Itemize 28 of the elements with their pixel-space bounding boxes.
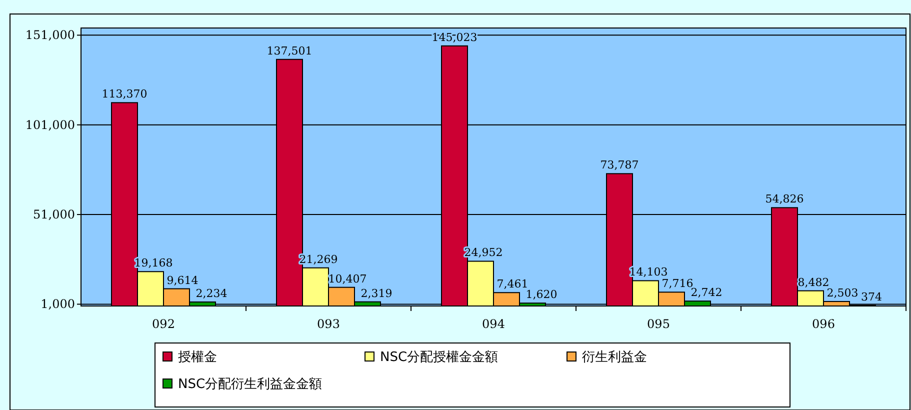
legend-label: NSC分配衍生利益金金額 [178, 377, 322, 392]
x-tick-label: 094 [482, 317, 506, 331]
data-label: 137,501 [266, 44, 312, 58]
data-label: 9,614 [166, 274, 198, 287]
x-tick-label: 095 [647, 317, 670, 331]
data-label: 7,716 [662, 277, 694, 290]
x-tick-label: 093 [317, 317, 340, 331]
data-label: 54,826 [765, 192, 804, 206]
data-label: 7,461 [496, 278, 528, 291]
data-label: 73,787 [600, 158, 639, 172]
data-label: 2,742 [690, 286, 722, 300]
x-tick-label: 096 [812, 317, 835, 331]
y-tick-label: 1,000 [40, 297, 75, 312]
data-label: 374 [861, 290, 882, 304]
legend-label: 授權金 [178, 350, 217, 365]
data-label: 10,407 [328, 272, 367, 286]
x-tick-label: 092 [152, 317, 175, 331]
legend-label: 衍生利益金 [582, 350, 647, 365]
data-label: 113,370 [102, 88, 148, 101]
data-label: 1,620 [526, 288, 558, 302]
y-tick-label: 151,000 [25, 28, 75, 42]
data-label: 2,503 [826, 286, 858, 300]
y-tick-label: 51,000 [33, 208, 75, 222]
legend-label: NSC分配授權金金額 [380, 350, 498, 365]
data-label: 2,234 [196, 286, 228, 300]
data-label: 2,319 [360, 286, 392, 300]
y-tick-label: 101,000 [25, 118, 75, 132]
data-label: 8,482 [798, 276, 830, 289]
